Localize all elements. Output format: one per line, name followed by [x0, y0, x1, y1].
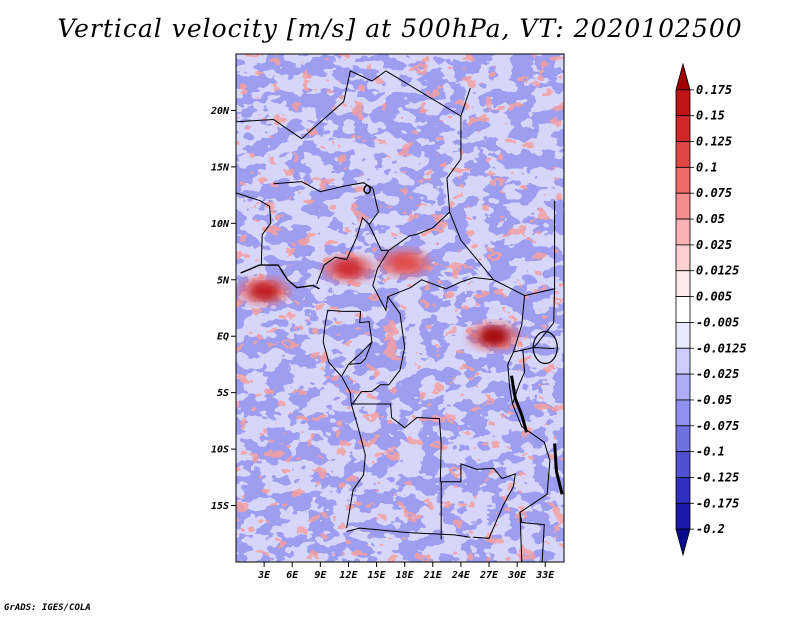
colorbar-swatch-7 — [675, 244, 691, 272]
colorbar-label-14: -0.075 — [696, 419, 739, 433]
x-tick-label-9: 27E — [479, 570, 499, 581]
colorbar-label-6: 0.05 — [696, 212, 725, 226]
y-tick-label-3: 10N — [211, 219, 230, 230]
colorbar-swatch-15 — [675, 451, 691, 478]
updraft-hotspot-3 — [390, 253, 419, 272]
updraft-hotspot-2 — [334, 259, 363, 278]
y-tick-label-5: EQ — [217, 332, 229, 343]
colorbar-label-13: -0.05 — [696, 393, 732, 407]
colorbar-swatch-9 — [675, 296, 691, 323]
x-tick-label-8: 24E — [451, 570, 471, 581]
colorbar-label-2: 0.15 — [696, 109, 725, 123]
colorbar-swatch-17 — [675, 502, 691, 530]
colorbar-swatch-12 — [675, 373, 691, 401]
y-tick-label-1: 20N — [210, 106, 230, 117]
colorbar-label-18: -0.2 — [696, 522, 725, 536]
y-tick-label-6: 5S — [217, 388, 229, 399]
map-frame — [235, 53, 565, 563]
country-borders — [236, 70, 564, 562]
colorbar-label-3: 0.125 — [696, 135, 732, 149]
y-tick-label-2: 15N — [211, 162, 230, 173]
colorbar-label-5: 0.075 — [696, 186, 732, 200]
y-tick-label-4: 5N — [217, 275, 230, 286]
lake-victoria-outline — [532, 330, 558, 365]
border-line-3 — [460, 87, 471, 117]
colorbar-label-8: 0.0125 — [696, 264, 739, 278]
updraft-hotspot-4 — [479, 327, 508, 346]
colorbar-top-arrow — [675, 62, 691, 91]
grads-credit: GrADS: IGES/COLA — [4, 603, 91, 613]
x-tick-label-11: 33E — [535, 570, 555, 581]
x-tick-label-7: 21E — [423, 570, 443, 581]
colorbar-swatch-16 — [675, 477, 691, 504]
colorbar-swatch-14 — [675, 425, 691, 453]
colorbar-label-7: 0.025 — [696, 238, 732, 252]
colorbar-label-10: -0.005 — [696, 315, 739, 329]
border-line-14 — [346, 527, 471, 538]
colorbar-swatch-5 — [675, 192, 691, 220]
border-line-9 — [327, 309, 373, 376]
colorbar-swatch-8 — [675, 270, 691, 297]
colorbar-swatch-4 — [675, 166, 691, 194]
updraft-hotspot-1 — [250, 282, 279, 301]
colorbar-label-4: 0.1 — [696, 160, 718, 174]
border-line-16 — [473, 486, 514, 539]
border-line-12 — [346, 403, 366, 529]
y-tick-label-7: 10S — [211, 445, 229, 456]
colorbar-label-11: -0.0125 — [696, 341, 747, 355]
colorbar-label-17: -0.175 — [696, 496, 739, 510]
colorbar-swatch-2 — [675, 115, 691, 142]
border-line-11 — [351, 296, 406, 405]
colorbar-label-16: -0.125 — [696, 470, 739, 484]
border-line-7 — [316, 216, 370, 285]
colorbar: 0.175 0.15 0.125 0.1 0.075 0.05 0.025 0.0125 0.0… — [675, 62, 747, 557]
colorbar-label-15: -0.1 — [696, 445, 725, 459]
border-line-10 — [322, 310, 352, 405]
lake-malawi-outline — [553, 443, 564, 495]
border-line-19 — [533, 288, 556, 348]
x-tick-label-5: 15E — [368, 570, 387, 581]
x-tick-label-1: 3E — [257, 570, 271, 581]
x-tick-label-2: 6E — [286, 570, 299, 581]
border-line-1 — [236, 70, 387, 140]
colorbar-label-12: -0.025 — [696, 367, 739, 381]
lake-chad-outline — [363, 184, 371, 195]
velocity-field — [236, 54, 564, 562]
lake-tanganyika-outline — [510, 375, 528, 433]
border-line-6 — [273, 181, 302, 185]
colorbar-swatch-1 — [675, 89, 691, 117]
border-line-22 — [348, 341, 373, 365]
colorbar-bottom-arrow — [675, 528, 691, 557]
border-line-2 — [385, 70, 556, 297]
x-tick-label-3: 9E — [314, 570, 327, 581]
colorbar-swatch-3 — [675, 141, 691, 168]
x-tick-label-4: 12E — [339, 570, 358, 581]
x-axis: 3E 6E 9E 12E 15E 18E 21E 24E 27E 30E 33E — [257, 562, 555, 581]
colorbar-swatch-11 — [675, 347, 691, 375]
border-line-13 — [351, 403, 516, 487]
chart-title: Vertical velocity [m/s] at 500hPa, VT: 2… — [57, 14, 743, 43]
border-line-8 — [372, 250, 494, 312]
y-tick-label-8: 15S — [211, 501, 229, 512]
colorbar-label-9: 0.005 — [696, 290, 732, 304]
colorbar-label-1: 0.175 — [696, 83, 732, 97]
colorbar-swatch-10 — [675, 322, 691, 349]
field-texture-positive — [236, 54, 564, 562]
y-axis: 20N 15N 10N 5N EQ 5S 10S 15S — [210, 106, 236, 512]
x-tick-label-10: 30E — [507, 570, 527, 581]
gulf-of-guinea-coastline — [240, 264, 320, 290]
x-tick-label-6: 18E — [396, 570, 415, 581]
border-line-17 — [507, 295, 551, 562]
border-line-5 — [236, 192, 272, 266]
colorbar-swatch-13 — [675, 399, 691, 427]
colorbar-swatch-6 — [675, 218, 691, 246]
border-line-21 — [519, 512, 523, 562]
